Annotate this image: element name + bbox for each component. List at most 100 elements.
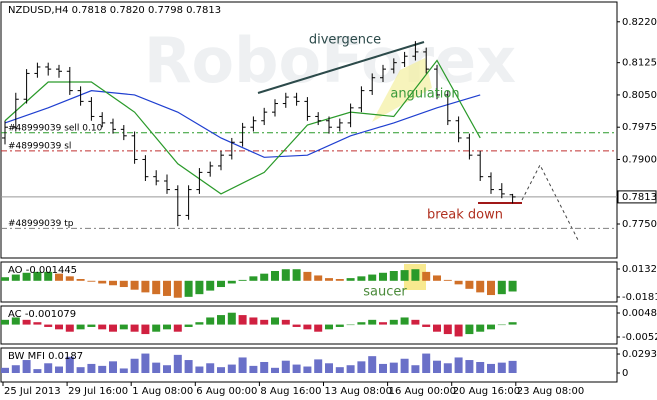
y-tick-label: 0.8125 [622,58,657,69]
indicator-bar [281,269,290,281]
indicator-bar [422,353,431,373]
indicator-bar [65,356,74,373]
indicator-bar [508,280,517,292]
indicator-bar [346,365,355,373]
indicator-bar [217,367,225,373]
indicator-bar [130,324,139,332]
indicator-bar [173,280,182,298]
indicator-bar [206,280,215,291]
indicator-bar [422,271,431,281]
current-price-box [617,190,657,204]
x-tick-label: 29 Jul 16:00 [68,386,128,397]
indicator-label: AC -0.001079 [8,309,76,320]
y-tick-label: 0.7900 [622,154,657,165]
indicator-bar [422,324,431,327]
indicator-bar [152,362,161,373]
indicator-bar [335,324,344,327]
annotation: saucer [363,285,407,300]
y-tick-label: 0.0293 [622,349,657,360]
indicator-bar [476,361,485,373]
indicator-bar [184,280,193,297]
y-tick-label: -0.01819 [622,292,657,303]
indicator-bar [357,322,366,325]
order-label: #48999039 tp [8,219,74,229]
panel-frame [0,305,618,345]
indicator-bar [249,365,258,373]
indicator-bar [476,280,485,293]
angulation-area [372,58,432,122]
annotation: angulation [390,87,459,102]
indicator-bar [433,324,441,332]
indicator-bar [487,363,495,373]
indicator-bar [206,363,215,373]
indicator-bar [411,319,420,325]
indicator-bar [325,278,333,281]
moving-average [4,59,481,195]
indicator-bar [195,366,204,373]
indicator-bar [163,365,171,373]
panel-frame [0,261,618,303]
indicator-bar [238,279,247,281]
indicator-bar [389,270,398,281]
indicator-bar [55,366,63,373]
indicator-bar [400,270,409,281]
indicator-label: AO -0.001445 [8,265,77,276]
indicator-bar [98,280,107,284]
indicator-bar [292,269,301,281]
order-label: #48999039 sl [8,141,71,151]
moving-average [4,90,481,158]
indicator-bar [87,324,96,327]
indicator-bar [487,280,495,296]
indicator-bar [195,280,204,295]
indicator-bar [119,368,128,373]
watermark: RoboForex [144,24,516,97]
indicator-bar [368,319,377,325]
indicator-bar [163,324,171,330]
indicator-bar [76,279,85,281]
y-tick-label: 0.7975 [622,122,657,133]
indicator-bar [76,367,85,373]
indicator-bar [508,322,517,325]
indicator-bar [11,317,20,325]
x-tick-label: 1 Aug 08:00 [132,386,193,397]
indicator-bar [227,280,236,284]
y-tick-label: 0.004877 [622,308,657,319]
indicator-bar [497,280,506,295]
indicator-bar [379,272,387,281]
indicator-bar [65,276,74,281]
indicator-bar [271,367,279,373]
indicator-bar [173,324,182,332]
indicator-bar [109,280,117,286]
indicator-bar [260,361,269,373]
current-price-label: 0.7813 [622,192,657,203]
indicator-bar [152,280,161,295]
indicator-bar [357,276,366,281]
indicator-bar [443,324,452,335]
indicator-bar [109,361,117,373]
indicator-bar [443,363,452,373]
indicator-bar [314,275,323,281]
indicator-bar [55,273,63,281]
indicator-bar [400,317,409,325]
indicator-bar [346,278,355,281]
chart-title: NZDUSD,H4 0.7818 0.7820 0.7798 0.7813 [8,5,221,16]
indicator-bar [163,280,171,296]
indicator-bar [227,312,236,325]
indicator-bar [357,361,366,373]
indicator-bar [98,324,107,330]
panel-frame [0,1,618,259]
forecast-line [521,163,579,241]
x-tick-label: 23 Aug 08:00 [517,386,584,397]
indicator-bar [184,324,193,327]
y-tick-label: 0.01326 [622,264,657,275]
indicator-bar [476,324,485,332]
indicator-bar [325,363,333,373]
indicator-bar [281,319,290,325]
indicator-bar [346,324,355,326]
indicator-bar [130,280,139,290]
indicator-bar [65,324,74,332]
indicator-bar [249,317,258,325]
indicator-bar [119,324,128,330]
